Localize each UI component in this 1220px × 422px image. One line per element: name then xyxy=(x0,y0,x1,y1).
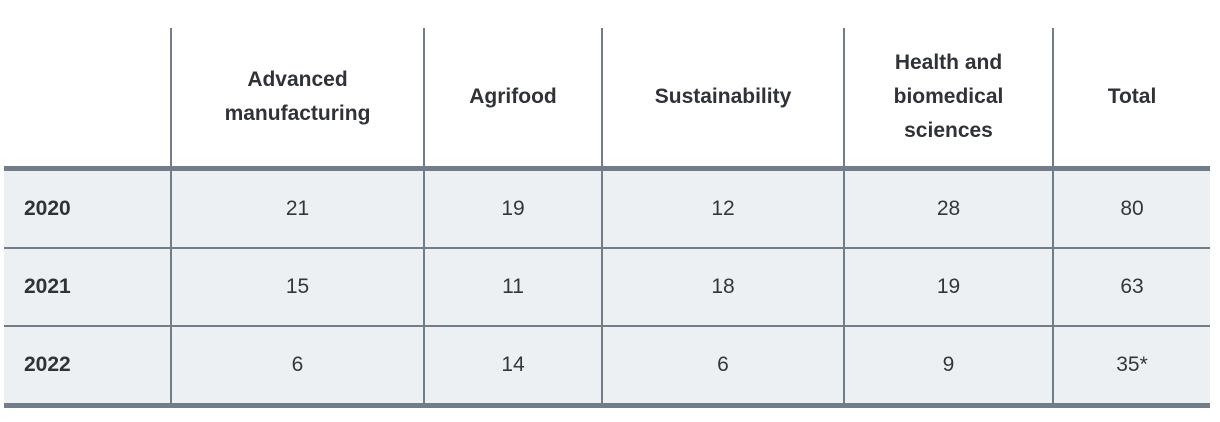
table-cell: 9 xyxy=(843,326,1053,406)
table-cell: 63 xyxy=(1052,248,1210,326)
table-cell: 15 xyxy=(170,248,424,326)
row-label-2020: 2020 xyxy=(4,168,171,248)
column-header-total: Total xyxy=(1052,28,1210,169)
table-cell: 6 xyxy=(601,326,844,406)
column-header-advanced-manufacturing: Advanced manufacturing xyxy=(170,28,424,169)
column-header-sustainability: Sustainability xyxy=(601,28,844,169)
row-label-2021: 2021 xyxy=(4,248,171,326)
table-cell: 21 xyxy=(170,168,424,248)
table-cell: 14 xyxy=(423,326,602,406)
table-row-2020: 2020 21 19 12 28 80 xyxy=(4,168,1210,248)
table-row-2022: 2022 6 14 6 9 35* xyxy=(4,326,1210,406)
row-label-2022: 2022 xyxy=(4,326,171,406)
corner-cell xyxy=(4,28,171,169)
table-row-2021: 2021 15 11 18 19 63 xyxy=(4,248,1210,326)
table-cell: 11 xyxy=(423,248,602,326)
header-row: Advanced manufacturing Agrifood Sustaina… xyxy=(4,28,1210,169)
table-cell: 12 xyxy=(601,168,844,248)
table-header: Advanced manufacturing Agrifood Sustaina… xyxy=(4,28,1210,169)
table-cell: 18 xyxy=(601,248,844,326)
table-cell: 6 xyxy=(170,326,424,406)
table-cell: 19 xyxy=(843,248,1053,326)
table-cell-total-footnote: 35* xyxy=(1052,326,1210,406)
table-cell: 19 xyxy=(423,168,602,248)
column-header-agrifood: Agrifood xyxy=(423,28,602,169)
table-body: 2020 21 19 12 28 80 2021 15 11 18 19 63 … xyxy=(4,168,1210,406)
column-header-health-biomedical: Health and biomedical sciences xyxy=(843,28,1053,169)
table-cell: 28 xyxy=(843,168,1053,248)
table-cell: 80 xyxy=(1052,168,1210,248)
data-table: Advanced manufacturing Agrifood Sustaina… xyxy=(4,28,1210,408)
